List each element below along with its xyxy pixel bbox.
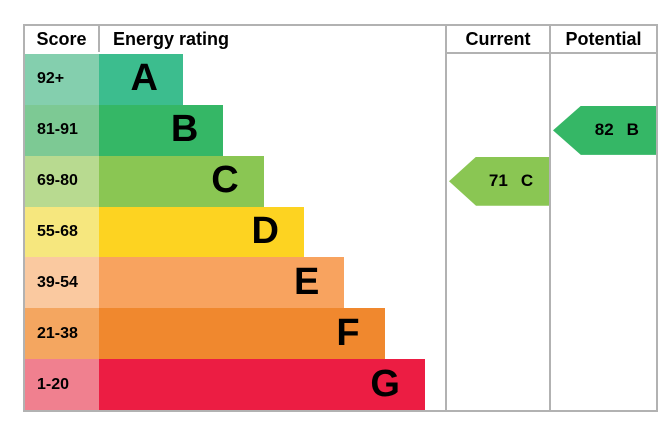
rating-bar-g: G — [99, 359, 425, 411]
band-row-b: 81-91 B — [25, 104, 445, 156]
table-header: Score Energy rating Current Potential — [25, 26, 656, 52]
rating-bar-e: E — [99, 257, 345, 309]
rating-letter: G — [370, 362, 400, 405]
score-range-cell: 81-91 — [25, 104, 99, 156]
score-range-cell: 21-38 — [25, 308, 99, 360]
rating-bar-a: A — [99, 54, 183, 105]
potential-column-header: Potential — [565, 28, 642, 49]
rating-letter: D — [251, 210, 279, 252]
rating-bar-f: F — [99, 308, 385, 360]
potential-column-divider — [549, 26, 551, 410]
rating-bar-b: B — [99, 104, 224, 156]
rating-bar-c: C — [99, 155, 264, 207]
potential-rating-arrow: 82 B — [553, 105, 656, 155]
current-letter: C — [520, 171, 534, 191]
rating-letter: E — [293, 260, 320, 303]
rating-bands: 92+ A 81-91 B 69-80 C 55-68 D 39-54 E 21-38 F 1-20 G — [25, 54, 445, 411]
current-column-divider — [445, 26, 447, 410]
score-range-cell: 92+ — [25, 54, 99, 105]
rating-letter: C — [211, 159, 239, 202]
score-range-cell: 39-54 — [25, 257, 99, 309]
rating-letter: B — [170, 108, 199, 151]
potential-letter: B — [626, 120, 639, 140]
score-range-cell: 1-20 — [25, 359, 99, 411]
band-row-a: 92+ A — [25, 54, 445, 105]
band-row-g: 1-20 G — [25, 359, 445, 411]
potential-score: 82 — [594, 120, 614, 140]
current-rating-arrow: 71 C — [449, 156, 549, 206]
rating-bar-d: D — [99, 206, 304, 258]
rating-letter: F — [336, 311, 360, 354]
band-row-e: 39-54 E — [25, 257, 445, 309]
band-row-c: 69-80 C — [25, 155, 445, 207]
score-range-cell: 69-80 — [25, 155, 99, 207]
band-row-f: 21-38 F — [25, 308, 445, 360]
epc-table: Score Energy rating Current Potential 92… — [23, 24, 658, 412]
score-column-header: Score — [36, 28, 87, 49]
header-underline — [445, 52, 656, 54]
current-column-header: Current — [465, 28, 531, 49]
score-header-divider — [98, 26, 100, 52]
score-range-cell: 55-68 — [25, 206, 99, 258]
rating-letter: A — [130, 57, 158, 100]
energy-rating-column-header: Energy rating — [113, 28, 230, 49]
band-row-d: 55-68 D — [25, 206, 445, 258]
current-score: 71 — [488, 171, 508, 191]
